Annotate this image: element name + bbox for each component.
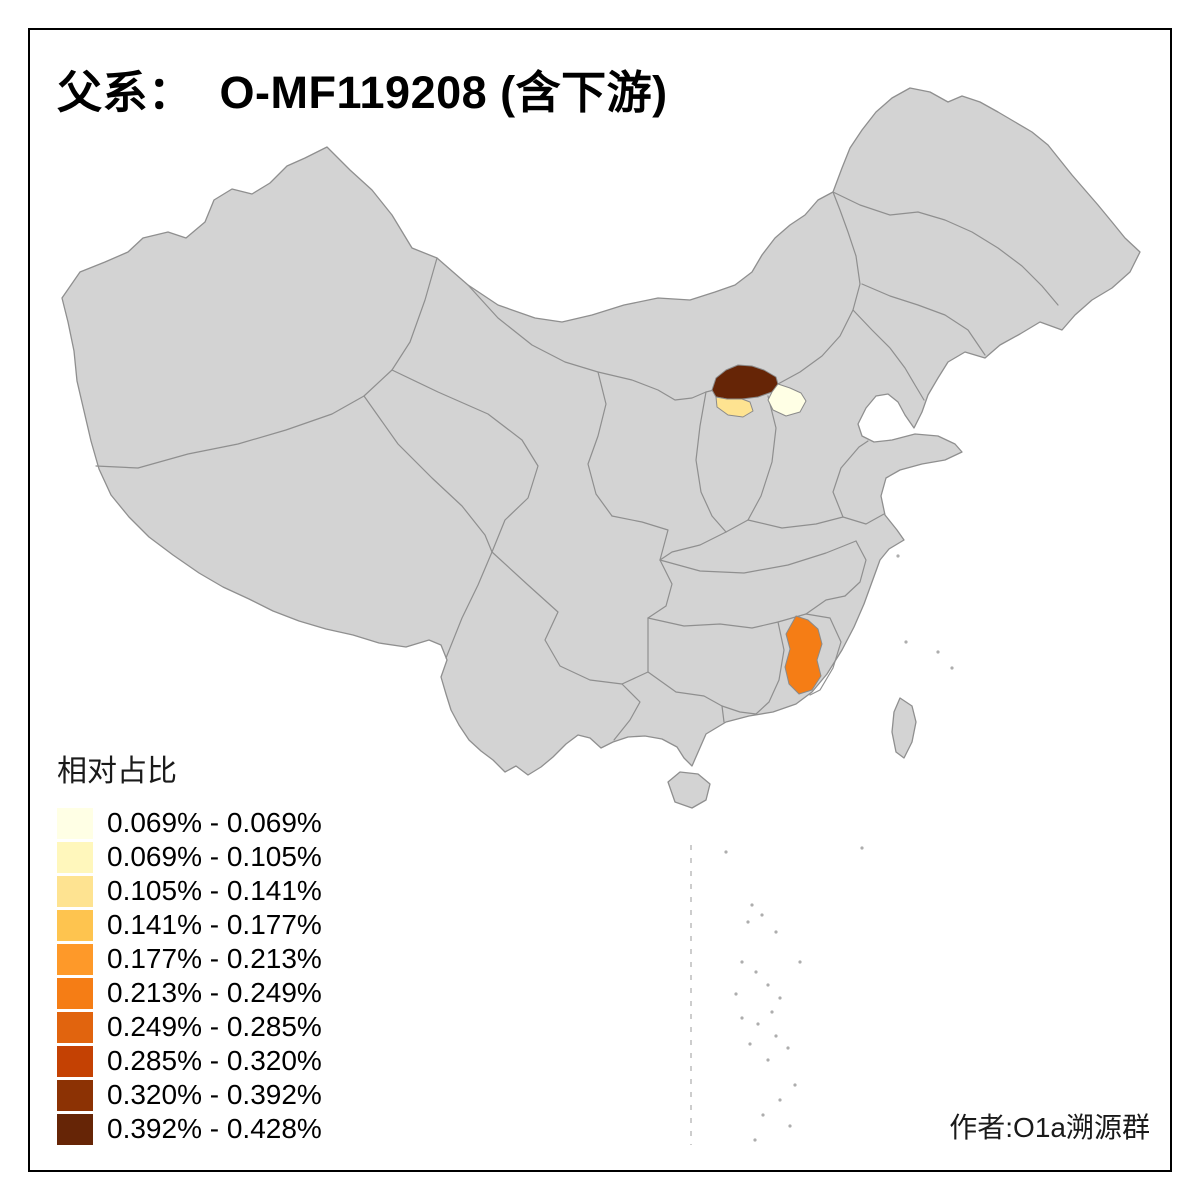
legend-row: 0.320% - 0.392% [57, 1078, 322, 1112]
map-region-beijing-hebei-area [767, 383, 807, 417]
legend-class-label: 0.213% - 0.249% [107, 977, 322, 1008]
province-borders [95, 191, 1059, 741]
legend-swatch [57, 1045, 93, 1077]
legend-row: 0.213% - 0.249% [57, 976, 322, 1010]
south-china-sea-islets [690, 845, 864, 1145]
islands [667, 554, 954, 809]
legend-row: 0.069% - 0.069% [57, 806, 322, 840]
page-title: 父系： O-MF119208 (含下游) [57, 67, 668, 118]
legend-swatch [57, 807, 93, 839]
map-region-northern-shanxi [715, 396, 754, 418]
legend-row: 0.105% - 0.141% [57, 874, 322, 908]
legend-swatch [57, 909, 93, 941]
legend-class-label: 0.069% - 0.069% [107, 807, 322, 838]
legend-swatch [57, 841, 93, 873]
legend-row: 0.177% - 0.213% [57, 942, 322, 976]
legend-class-label: 0.069% - 0.105% [107, 841, 322, 872]
legend-swatch [57, 977, 93, 1009]
map-region-southern-jiangxi [784, 615, 823, 695]
legend-row: 0.069% - 0.105% [57, 840, 322, 874]
legend-class-label: 0.320% - 0.392% [107, 1079, 322, 1110]
legend-row: 0.141% - 0.177% [57, 908, 322, 942]
legend-title: 相对占比 [57, 755, 177, 788]
legend-class-label: 0.105% - 0.141% [107, 875, 322, 906]
mainland-china-outline [61, 87, 1141, 776]
legend-swatch [57, 1113, 93, 1145]
legend-class-label: 0.141% - 0.177% [107, 909, 322, 940]
legend-swatch [57, 1011, 93, 1043]
highlighted-regions [711, 364, 823, 695]
legend-row: 0.392% - 0.428% [57, 1112, 322, 1146]
legend-row: 0.249% - 0.285% [57, 1010, 322, 1044]
hainan-island [667, 771, 711, 809]
legend-swatch [57, 1079, 93, 1111]
legend-swatch [57, 875, 93, 907]
legend-class-label: 0.392% - 0.428% [107, 1113, 322, 1144]
legend: 相对占比 0.069% - 0.069% 0.069% - 0.105% 0.105… [57, 746, 322, 1146]
author-credit: 作者:O1a溯源群 [949, 1112, 1150, 1143]
legend-class-label: 0.249% - 0.285% [107, 1011, 322, 1042]
legend-class-label: 0.177% - 0.213% [107, 943, 322, 974]
legend-row: 0.285% - 0.320% [57, 1044, 322, 1078]
taiwan-island [891, 697, 917, 759]
legend-swatch [57, 943, 93, 975]
legend-class-label: 0.285% - 0.320% [107, 1045, 322, 1076]
legend-rows: 0.069% - 0.069% 0.069% - 0.105% 0.105% - 0… [57, 806, 322, 1146]
